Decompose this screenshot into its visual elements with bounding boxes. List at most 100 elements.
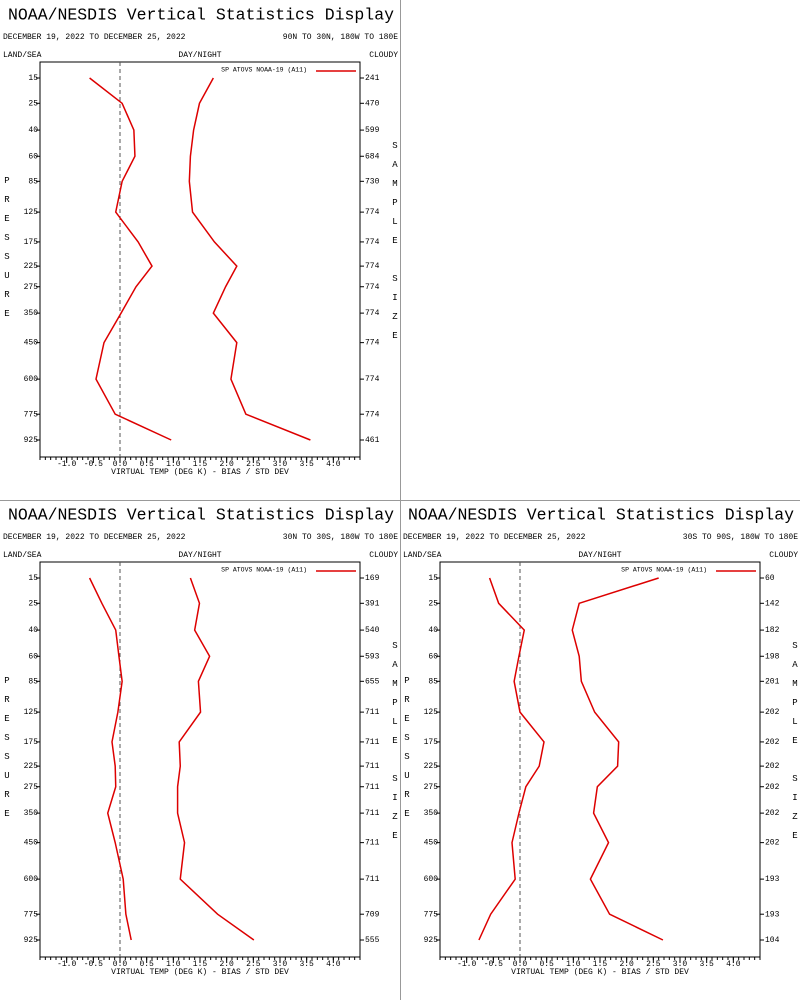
header-label: DAY/NIGHT bbox=[178, 51, 221, 60]
chart: NOAA/NESDIS Vertical Statistics Display D… bbox=[3, 505, 398, 977]
y-tick-label: 60 bbox=[28, 152, 38, 161]
y-tick-label: 60 bbox=[428, 652, 438, 661]
x-axis-label: VIRTUAL TEMP (DEG K) - BIAS / STD DEV bbox=[511, 968, 689, 977]
sample-size: 711 bbox=[365, 839, 380, 848]
y-tick-label: 600 bbox=[24, 375, 39, 384]
std-dev-line bbox=[571, 577, 664, 941]
x-tick-label: 0.0 bbox=[513, 960, 528, 969]
x-tick-label: 0.5 bbox=[139, 960, 154, 969]
sample-size: 711 bbox=[365, 783, 380, 792]
y-tick-label: 40 bbox=[28, 126, 38, 135]
y-tick-label: 15 bbox=[428, 574, 438, 583]
legend-label: SP ATOVS NOAA-19 (A11) bbox=[621, 567, 707, 574]
sample-size: 202 bbox=[765, 762, 780, 771]
header-label: LAND/SEA bbox=[403, 551, 442, 560]
y-axis-label: PRESSURE bbox=[402, 676, 412, 828]
sample-size: 142 bbox=[765, 599, 780, 608]
sample-size: 711 bbox=[365, 738, 380, 747]
y-tick-label: 350 bbox=[24, 809, 39, 818]
x-tick-label: 1.0 bbox=[566, 960, 581, 969]
bias-line bbox=[478, 577, 545, 941]
y-tick-label: 85 bbox=[28, 677, 38, 686]
sample-size: 774 bbox=[365, 262, 380, 271]
y-tick-label: 450 bbox=[24, 339, 39, 348]
y-tick-label: 775 bbox=[24, 910, 39, 919]
x-axis-label: VIRTUAL TEMP (DEG K) - BIAS / STD DEV bbox=[111, 468, 289, 477]
y-tick-label: 275 bbox=[24, 783, 39, 792]
y-tick-label: 925 bbox=[24, 936, 39, 945]
y2-axis-label: SAMPLE SIZE bbox=[790, 641, 800, 850]
y2-axis-label: SAMPLE SIZE bbox=[390, 641, 400, 850]
header-label: DAY/NIGHT bbox=[178, 551, 221, 560]
y-tick-label: 275 bbox=[424, 783, 439, 792]
sample-size: 241 bbox=[365, 74, 380, 83]
y-tick-label: 40 bbox=[428, 626, 438, 635]
y-tick-label: 225 bbox=[24, 762, 39, 771]
sample-size: 709 bbox=[365, 910, 380, 919]
sample-size: 202 bbox=[765, 839, 780, 848]
sample-size: 774 bbox=[365, 375, 380, 384]
x-tick-label: 2.0 bbox=[219, 960, 234, 969]
y-tick-label: 775 bbox=[424, 910, 439, 919]
sample-size: 655 bbox=[365, 677, 380, 686]
x-tick-label: 3.5 bbox=[299, 960, 314, 969]
sample-size: 201 bbox=[765, 677, 780, 686]
y-tick-label: 225 bbox=[24, 262, 39, 271]
sample-size: 711 bbox=[365, 762, 380, 771]
y-tick-label: 175 bbox=[24, 238, 39, 247]
header-label: DAY/NIGHT bbox=[578, 551, 621, 560]
y-tick-label: 25 bbox=[28, 99, 38, 108]
x-tick-label: 2.5 bbox=[646, 960, 661, 969]
sample-size: 730 bbox=[365, 177, 380, 186]
y-tick-label: 125 bbox=[424, 708, 439, 717]
y-tick-label: 175 bbox=[424, 738, 439, 747]
y-tick-label: 85 bbox=[428, 677, 438, 686]
x-tick-label: 1.0 bbox=[166, 960, 181, 969]
sample-size: 202 bbox=[765, 708, 780, 717]
y-tick-label: 15 bbox=[28, 74, 38, 83]
y-tick-label: 25 bbox=[28, 599, 38, 608]
x-tick-label: 3.5 bbox=[699, 960, 714, 969]
sample-size: 684 bbox=[365, 152, 380, 161]
y-tick-label: 350 bbox=[424, 809, 439, 818]
sample-size: 774 bbox=[365, 309, 380, 318]
date-range: DECEMBER 19, 2022 TO DECEMBER 25, 2022 bbox=[3, 533, 186, 542]
chart-title: NOAA/NESDIS Vertical Statistics Display bbox=[8, 5, 394, 24]
header-label: LAND/SEA bbox=[3, 551, 42, 560]
x-tick-label: 2.5 bbox=[246, 960, 261, 969]
date-range: DECEMBER 19, 2022 TO DECEMBER 25, 2022 bbox=[403, 533, 586, 542]
x-tick-label: -0.5 bbox=[484, 960, 503, 969]
x-tick-label: -0.5 bbox=[84, 960, 103, 969]
y-tick-label: 925 bbox=[424, 936, 439, 945]
sample-size: 461 bbox=[365, 436, 380, 445]
y-tick-label: 175 bbox=[24, 738, 39, 747]
y-tick-label: 925 bbox=[24, 436, 39, 445]
y-tick-label: 85 bbox=[28, 177, 38, 186]
sample-size: 198 bbox=[765, 652, 780, 661]
sample-size: 60 bbox=[765, 574, 775, 583]
sample-size: 774 bbox=[365, 410, 380, 419]
sample-size: 193 bbox=[765, 875, 780, 884]
header-label: LAND/SEA bbox=[3, 51, 42, 60]
y-tick-label: 25 bbox=[428, 599, 438, 608]
chart-title: NOAA/NESDIS Vertical Statistics Display bbox=[8, 505, 394, 524]
x-tick-label: 0.5 bbox=[139, 460, 154, 469]
chart-panel: NOAA/NESDIS Vertical Statistics Display D… bbox=[400, 500, 800, 1000]
x-tick-label: -0.5 bbox=[84, 460, 103, 469]
x-tick-label: 1.5 bbox=[593, 960, 608, 969]
x-tick-label: 1.0 bbox=[166, 460, 181, 469]
y-tick-label: 600 bbox=[24, 875, 39, 884]
y-tick-label: 450 bbox=[424, 839, 439, 848]
y-tick-label: 350 bbox=[24, 309, 39, 318]
sample-size: 711 bbox=[365, 875, 380, 884]
y-tick-label: 225 bbox=[424, 762, 439, 771]
sample-size: 202 bbox=[765, 738, 780, 747]
sample-size: 599 bbox=[365, 126, 380, 135]
std-dev-line bbox=[176, 577, 255, 941]
x-tick-label: 3.0 bbox=[673, 960, 688, 969]
region: 30S TO 90S, 180W TO 180E bbox=[683, 533, 798, 542]
sample-size: 202 bbox=[765, 783, 780, 792]
sample-size: 774 bbox=[365, 283, 380, 292]
y-tick-label: 60 bbox=[28, 652, 38, 661]
x-tick-label: -1.0 bbox=[57, 460, 76, 469]
